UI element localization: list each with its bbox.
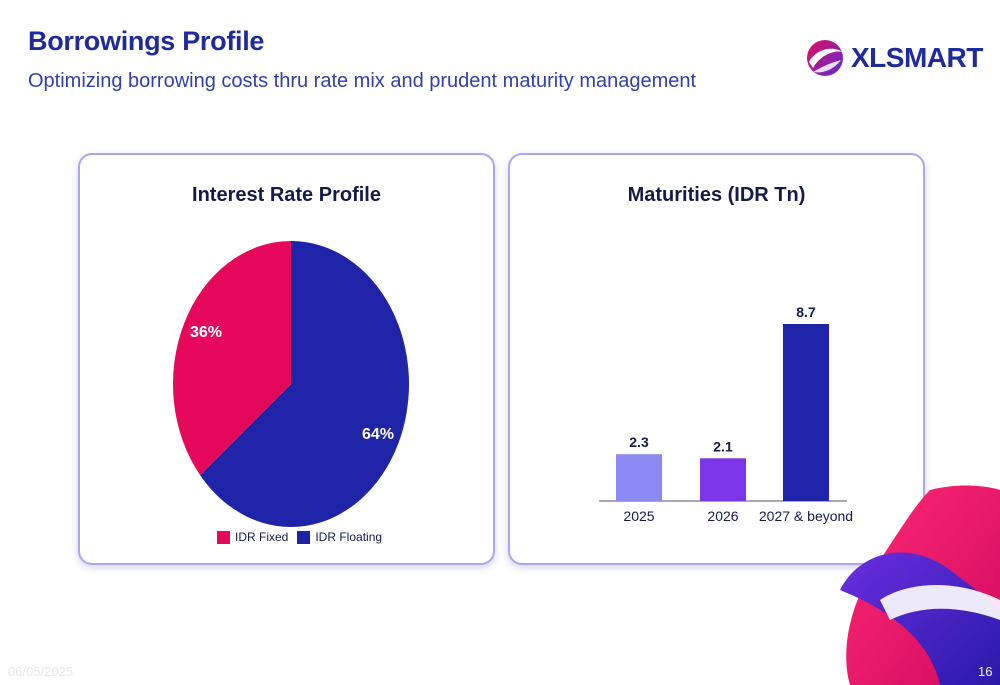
slide-subtitle: Optimizing borrowing costs thru rate mix… bbox=[28, 70, 697, 92]
brand-swirl-decoration bbox=[840, 485, 1000, 685]
pie-chart: 36% 64% bbox=[173, 241, 409, 527]
bar-1 bbox=[616, 454, 662, 501]
legend-swatch-idr-floating bbox=[297, 530, 311, 544]
maturities-panel: Maturities (IDR Tn) 2.3 2025 2.1 2026 8.7 202… bbox=[508, 153, 925, 565]
bar-3 bbox=[783, 324, 829, 501]
legend-label-idr-floating: IDR Floating bbox=[315, 530, 383, 544]
pie-chart-title: Interest Rate Profile bbox=[192, 184, 381, 206]
pie-data-label-idr-fixed: 36% bbox=[190, 324, 222, 341]
bar-value-label-3: 8.7 bbox=[796, 304, 816, 320]
legend-swatch-idr-fixed bbox=[217, 530, 230, 544]
bar-category-label-1: 2025 bbox=[623, 508, 654, 524]
bar-category-label-3: 2027 & beyond bbox=[759, 508, 853, 524]
bar-2 bbox=[700, 458, 746, 501]
logo-text: XLSMART bbox=[851, 42, 983, 73]
xlsmart-logo-mark-icon bbox=[807, 40, 843, 76]
legend-item-idr-fixed: IDR Fixed bbox=[217, 530, 288, 544]
slide-title: Borrowings Profile bbox=[28, 26, 265, 56]
bar-value-label-2: 2.1 bbox=[713, 438, 733, 454]
pie-slice-idr-fixed bbox=[173, 241, 291, 476]
legend-item-idr-floating: IDR Floating bbox=[297, 530, 382, 544]
page-number: 16 bbox=[978, 664, 993, 679]
pie-legend: IDR Fixed IDR Floating bbox=[217, 529, 391, 545]
bar-chart-title: Maturities (IDR Tn) bbox=[627, 184, 806, 206]
pie-data-label-idr-floating: 64% bbox=[362, 426, 394, 443]
interest-rate-panel: Interest Rate Profile 36% 64% IDR Fixed I… bbox=[78, 153, 495, 565]
bar-value-label-1: 2.3 bbox=[629, 434, 649, 450]
bar-chart: 2.3 2025 2.1 2026 8.7 2027 & beyond bbox=[599, 304, 853, 524]
legend-label-idr-fixed: IDR Fixed bbox=[235, 530, 289, 544]
pie-slice-idr-floating bbox=[200, 241, 409, 527]
bar-category-label-2: 2026 bbox=[707, 508, 738, 524]
footer-date: 06/05/2025 bbox=[8, 664, 74, 679]
xlsmart-logo: XLSMART bbox=[803, 36, 983, 80]
